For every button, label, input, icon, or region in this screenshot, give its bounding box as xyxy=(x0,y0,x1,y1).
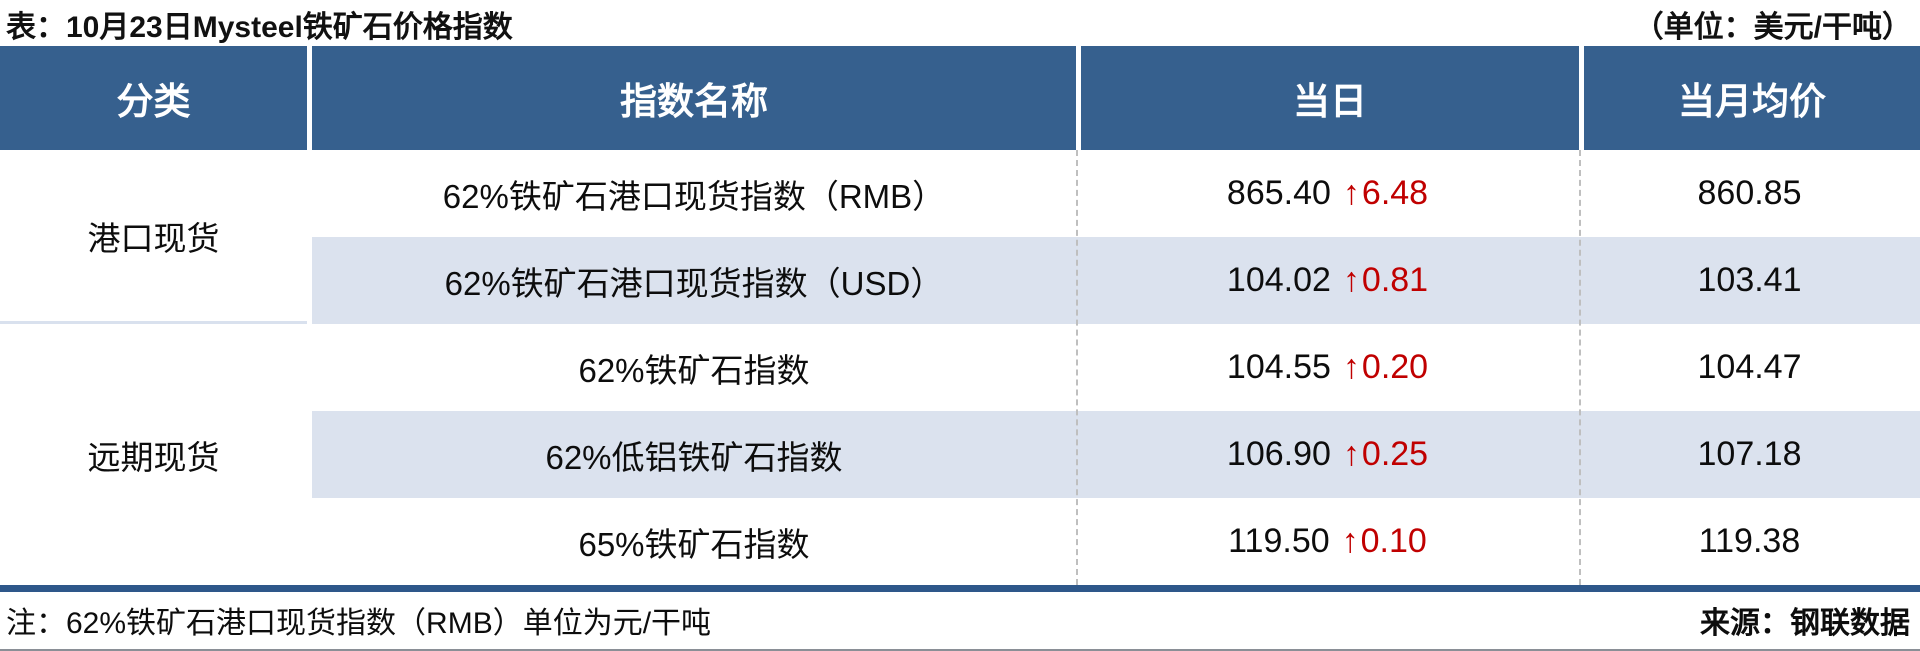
index-name-cell: 65%铁矿石指数 xyxy=(578,525,810,563)
today-cell: 106.90 ↑0.25 xyxy=(1076,435,1579,474)
up-arrow-icon: ↑ xyxy=(1342,435,1360,473)
table-header-row: 分类 指数名称 当日 当月均价 xyxy=(0,46,1920,150)
month-avg-cell: 103.41 xyxy=(1697,261,1802,299)
up-arrow-icon: ↑ xyxy=(1342,174,1360,212)
table-row: 62%铁矿石指数 104.55 ↑0.20 104.47 xyxy=(312,324,1920,411)
group-cell-port-spot: 港口现货 xyxy=(0,150,307,324)
month-avg-cell: 107.18 xyxy=(1697,435,1802,473)
change-value: 6.48 xyxy=(1361,174,1429,212)
footer-row: 注：62%铁矿石港口现货指数（RMB）单位为元/干吨 来源：钢联数据 xyxy=(0,592,1920,648)
month-avg-cell: 119.38 xyxy=(1698,522,1801,560)
index-name-cell: 62%铁矿石港口现货指数（USD） xyxy=(444,264,944,302)
today-value: 104.02 xyxy=(1226,261,1331,299)
today-cell: 865.40 ↑6.48 xyxy=(1076,174,1579,213)
today-value: 106.90 xyxy=(1226,435,1331,473)
change-value: 0.10 xyxy=(1360,522,1427,560)
group-cell-forward-spot: 远期现货 xyxy=(0,324,307,585)
today-value: 104.55 xyxy=(1226,348,1331,386)
up-arrow-icon: ↑ xyxy=(1342,348,1360,386)
note-text: 注：62%铁矿石港口现货指数（RMB）单位为元/干吨 xyxy=(6,607,712,640)
month-avg-cell: 860.85 xyxy=(1697,174,1802,212)
source-text: 来源：钢联数据 xyxy=(1700,607,1910,640)
index-name-cell: 62%铁矿石港口现货指数（RMB） xyxy=(442,177,946,215)
column-divider xyxy=(1579,150,1581,585)
month-avg-cell: 104.47 xyxy=(1697,348,1802,386)
header-index-name: 指数名称 xyxy=(312,46,1076,150)
change-value: 0.20 xyxy=(1361,348,1429,386)
today-cell: 119.50 ↑0.10 xyxy=(1076,522,1579,561)
unit-label: （单位：美元/干吨） xyxy=(1633,11,1912,44)
index-name-cell: 62%铁矿石指数 xyxy=(578,351,810,389)
table-row: 62%铁矿石港口现货指数（USD） 104.02 ↑0.81 103.41 xyxy=(312,237,1920,324)
page-title: 表：10月23日Mysteel铁矿石价格指数 xyxy=(6,11,513,44)
change-value: 0.25 xyxy=(1361,435,1429,473)
today-value: 865.40 xyxy=(1226,174,1331,212)
header-today: 当日 xyxy=(1081,46,1579,150)
table-row: 62%铁矿石港口现货指数（RMB） 865.40 ↑6.48 860.85 xyxy=(312,150,1920,237)
header-month-avg: 当月均价 xyxy=(1584,46,1920,150)
today-value: 119.50 xyxy=(1228,522,1330,560)
header-category: 分类 xyxy=(0,46,307,150)
change-value: 0.81 xyxy=(1361,261,1429,299)
table-row: 65%铁矿石指数 119.50 ↑0.10 119.38 xyxy=(312,498,1920,585)
today-cell: 104.02 ↑0.81 xyxy=(1076,261,1579,300)
up-arrow-icon: ↑ xyxy=(1341,522,1359,560)
column-divider xyxy=(1076,150,1078,585)
bottom-border xyxy=(0,649,1920,651)
table-row: 62%低铝铁矿石指数 106.90 ↑0.25 107.18 xyxy=(312,411,1920,498)
today-cell: 104.55 ↑0.20 xyxy=(1076,348,1579,387)
separator-line xyxy=(0,585,1920,592)
up-arrow-icon: ↑ xyxy=(1342,261,1360,299)
index-name-cell: 62%低铝铁矿石指数 xyxy=(545,438,843,476)
title-row: 表：10月23日Mysteel铁矿石价格指数 （单位：美元/干吨） xyxy=(0,0,1920,46)
